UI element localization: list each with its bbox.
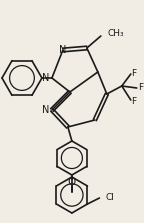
Text: F: F bbox=[138, 83, 143, 93]
Text: CH₃: CH₃ bbox=[108, 29, 124, 37]
Text: N: N bbox=[42, 73, 49, 83]
Text: F: F bbox=[131, 97, 136, 105]
Text: N: N bbox=[59, 45, 67, 55]
Text: N: N bbox=[42, 105, 49, 115]
Text: F: F bbox=[131, 68, 136, 78]
Text: Cl: Cl bbox=[105, 192, 114, 202]
Text: O: O bbox=[68, 177, 76, 187]
